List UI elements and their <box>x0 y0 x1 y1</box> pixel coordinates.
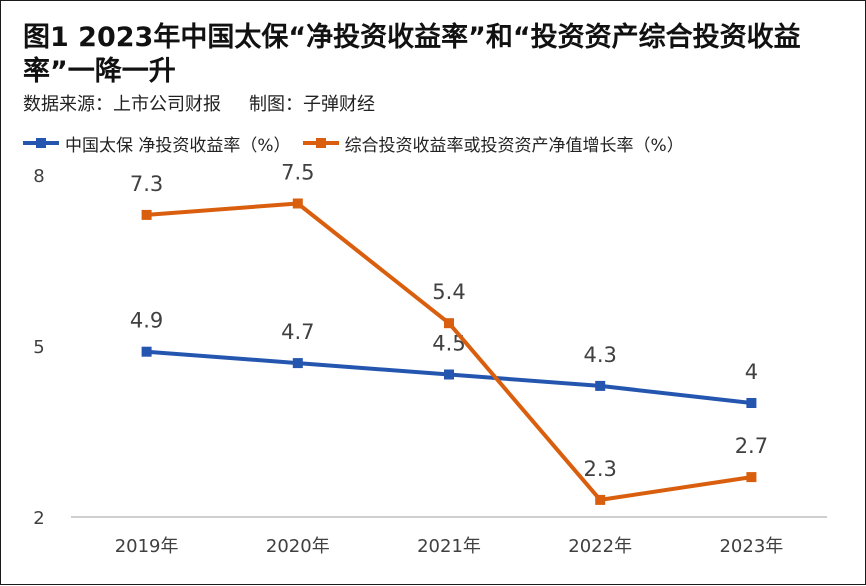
series-1-data-label: 4.9 <box>130 309 163 333</box>
series-2-marker <box>444 318 454 329</box>
y-tick-label: 5 <box>33 337 44 358</box>
legend-swatch-marker <box>36 138 46 148</box>
legend-label-series-2: 综合投资收益率或投资资产净值增长率（%） <box>344 135 684 156</box>
series-1-data-label: 4.7 <box>281 320 314 344</box>
series-1-marker <box>141 346 152 357</box>
series-1-data-label: 4 <box>745 360 758 384</box>
chart-author: 制图：子弹财经 <box>249 94 375 115</box>
series-2-marker <box>746 472 757 483</box>
data-source: 数据来源：上市公司财报 <box>23 94 221 115</box>
chart-title: 图1 2023年中国太保“净投资收益率”和“投资资产综合投资收益率”一降一升 <box>23 22 801 87</box>
chart-source-line: 数据来源：上市公司财报 制图：子弹财经 <box>23 93 375 117</box>
legend-swatch-marker <box>315 138 326 148</box>
x-tick-label: 2021年 <box>417 536 481 557</box>
series-1-data-label: 4.3 <box>583 343 616 367</box>
series-1-marker <box>444 369 454 380</box>
series-2-data-label: 2.7 <box>735 434 768 458</box>
x-tick-label: 2019年 <box>115 536 179 557</box>
series-2-marker <box>141 209 152 220</box>
legend-swatch-series-2 <box>302 137 339 149</box>
series-1-marker <box>595 380 606 391</box>
series-1-marker <box>292 358 303 369</box>
series-2-marker <box>595 494 606 505</box>
legend-swatch-series-1 <box>23 137 59 149</box>
x-tick-label: 2022年 <box>568 536 632 557</box>
x-tick-label: 2020年 <box>266 536 330 557</box>
legend: 中国太保 净投资收益率（%） 综合投资收益率或投资资产净值增长率（%） <box>23 131 684 156</box>
y-tick-label: 2 <box>33 508 44 529</box>
series-2-data-label: 7.3 <box>130 172 163 196</box>
x-tick-label: 2023年 <box>719 536 783 557</box>
legend-label-series-1: 中国太保 净投资收益率（%） <box>65 135 291 156</box>
series-2-data-label: 5.4 <box>432 280 465 304</box>
series-1-marker <box>746 398 757 408</box>
legend-item-series-1: 中国太保 净投资收益率（%） <box>23 131 291 156</box>
series-2-data-label: 7.5 <box>281 161 314 185</box>
series-2-data-label: 2.3 <box>583 457 616 481</box>
series-2-marker <box>292 198 303 209</box>
y-tick-label: 8 <box>33 166 44 187</box>
legend-item-series-2: 综合投资收益率或投资资产净值增长率（%） <box>302 131 684 156</box>
